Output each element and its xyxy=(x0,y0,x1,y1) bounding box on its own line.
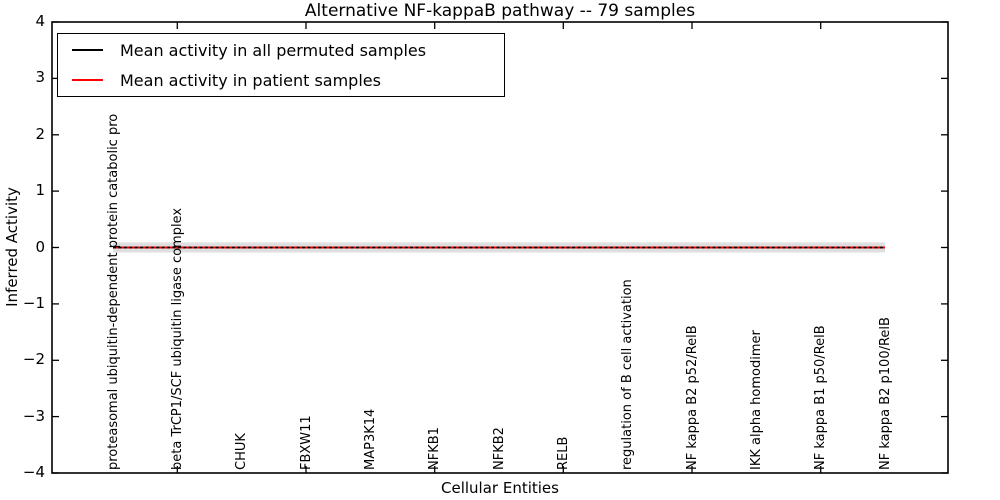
y-tick-label: 2 xyxy=(35,124,45,143)
x-category-label: RELB xyxy=(555,436,571,470)
y-tick-label: −2 xyxy=(22,350,45,369)
legend-label: Mean activity in all permuted samples xyxy=(120,40,427,60)
chart-title: Alternative NF-kappaB pathway -- 79 samp… xyxy=(304,1,696,21)
x-category-label: beta TrCP1/SCF ubiquitin ligase complex xyxy=(169,207,185,470)
x-category-label: NF kappa B1 p50/RelB xyxy=(813,325,829,470)
x-category-label: NF kappa B2 p100/RelB xyxy=(877,317,893,470)
x-category-label: NFKB1 xyxy=(427,427,443,470)
red-line-sample xyxy=(72,79,103,81)
legend-label: Mean activity in patient samples xyxy=(120,70,381,90)
x-category-label: FBXW11 xyxy=(298,415,314,470)
black-line-sample xyxy=(72,49,103,51)
legend: Mean activity in all permuted samples Me… xyxy=(57,33,505,97)
legend-item-permuted: Mean activity in all permuted samples xyxy=(58,37,504,63)
y-tick-label: 4 xyxy=(35,12,45,31)
x-category-label: NFKB2 xyxy=(491,427,507,470)
x-category-label: proteasomal ubiquitin-dependent protein … xyxy=(105,113,121,470)
y-tick-label: −1 xyxy=(22,294,45,313)
x-axis-label: Cellular Entities xyxy=(441,479,559,497)
y-tick-label: −3 xyxy=(22,406,45,425)
y-tick-label: 3 xyxy=(35,68,45,87)
x-category-label: regulation of B cell activation xyxy=(620,279,636,470)
x-category-label: IKK alpha homodimer xyxy=(748,330,764,470)
y-tick-label: 1 xyxy=(35,181,45,200)
x-category-label: CHUK xyxy=(234,433,250,470)
y-tick-label: 0 xyxy=(35,237,45,256)
y-tick-label: −4 xyxy=(22,463,45,482)
legend-item-patient: Mean activity in patient samples xyxy=(58,67,504,93)
x-category-label: NF kappa B2 p52/RelB xyxy=(684,325,700,470)
x-category-label: MAP3K14 xyxy=(362,408,378,470)
